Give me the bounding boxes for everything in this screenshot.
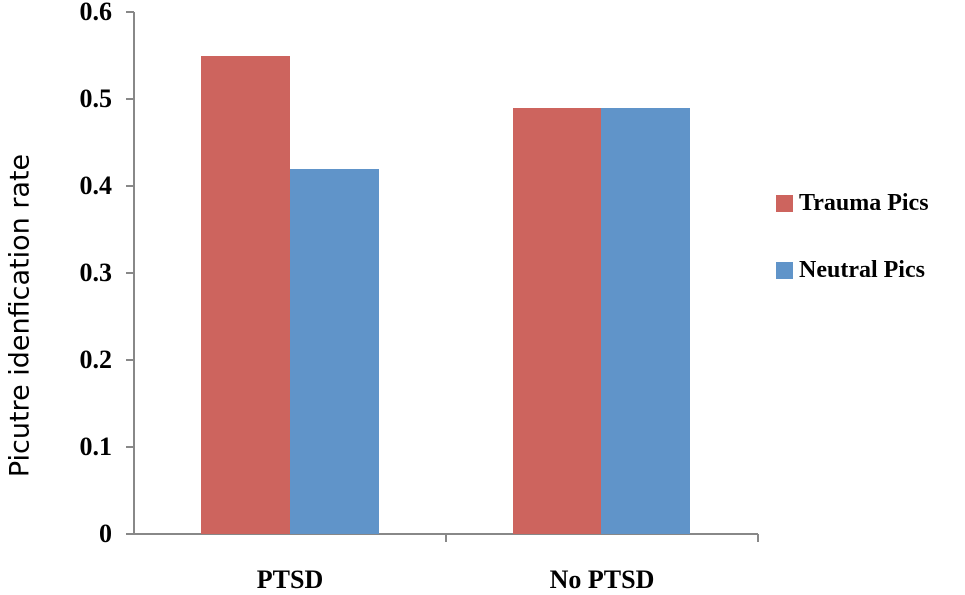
legend-item-neutral: Neutral Pics	[776, 257, 925, 284]
bar-noptsd-trauma	[513, 108, 601, 534]
y-tick-label: 0.5	[79, 84, 113, 113]
legend-item-trauma: Trauma Pics	[776, 190, 929, 217]
legend-swatch	[776, 195, 793, 212]
bar-noptsd-neutral	[601, 108, 690, 534]
y-tick-label: 0.3	[79, 258, 113, 287]
y-tick-label: 0	[99, 519, 112, 548]
y-tick-label: 0.1	[79, 432, 113, 461]
x-category-label: No PTSD	[549, 565, 655, 594]
legend-label: Neutral Pics	[799, 257, 925, 283]
bar-ptsd-trauma	[201, 56, 290, 534]
y-tick-label: 0.4	[79, 171, 113, 200]
y-tick-label: 0.2	[79, 345, 113, 374]
x-category-label: PTSD	[256, 565, 324, 594]
legend-label: Trauma Pics	[799, 190, 929, 216]
legend-swatch	[776, 262, 793, 279]
bar-ptsd-neutral	[290, 169, 379, 534]
y-tick-label: 0.6	[79, 0, 113, 26]
